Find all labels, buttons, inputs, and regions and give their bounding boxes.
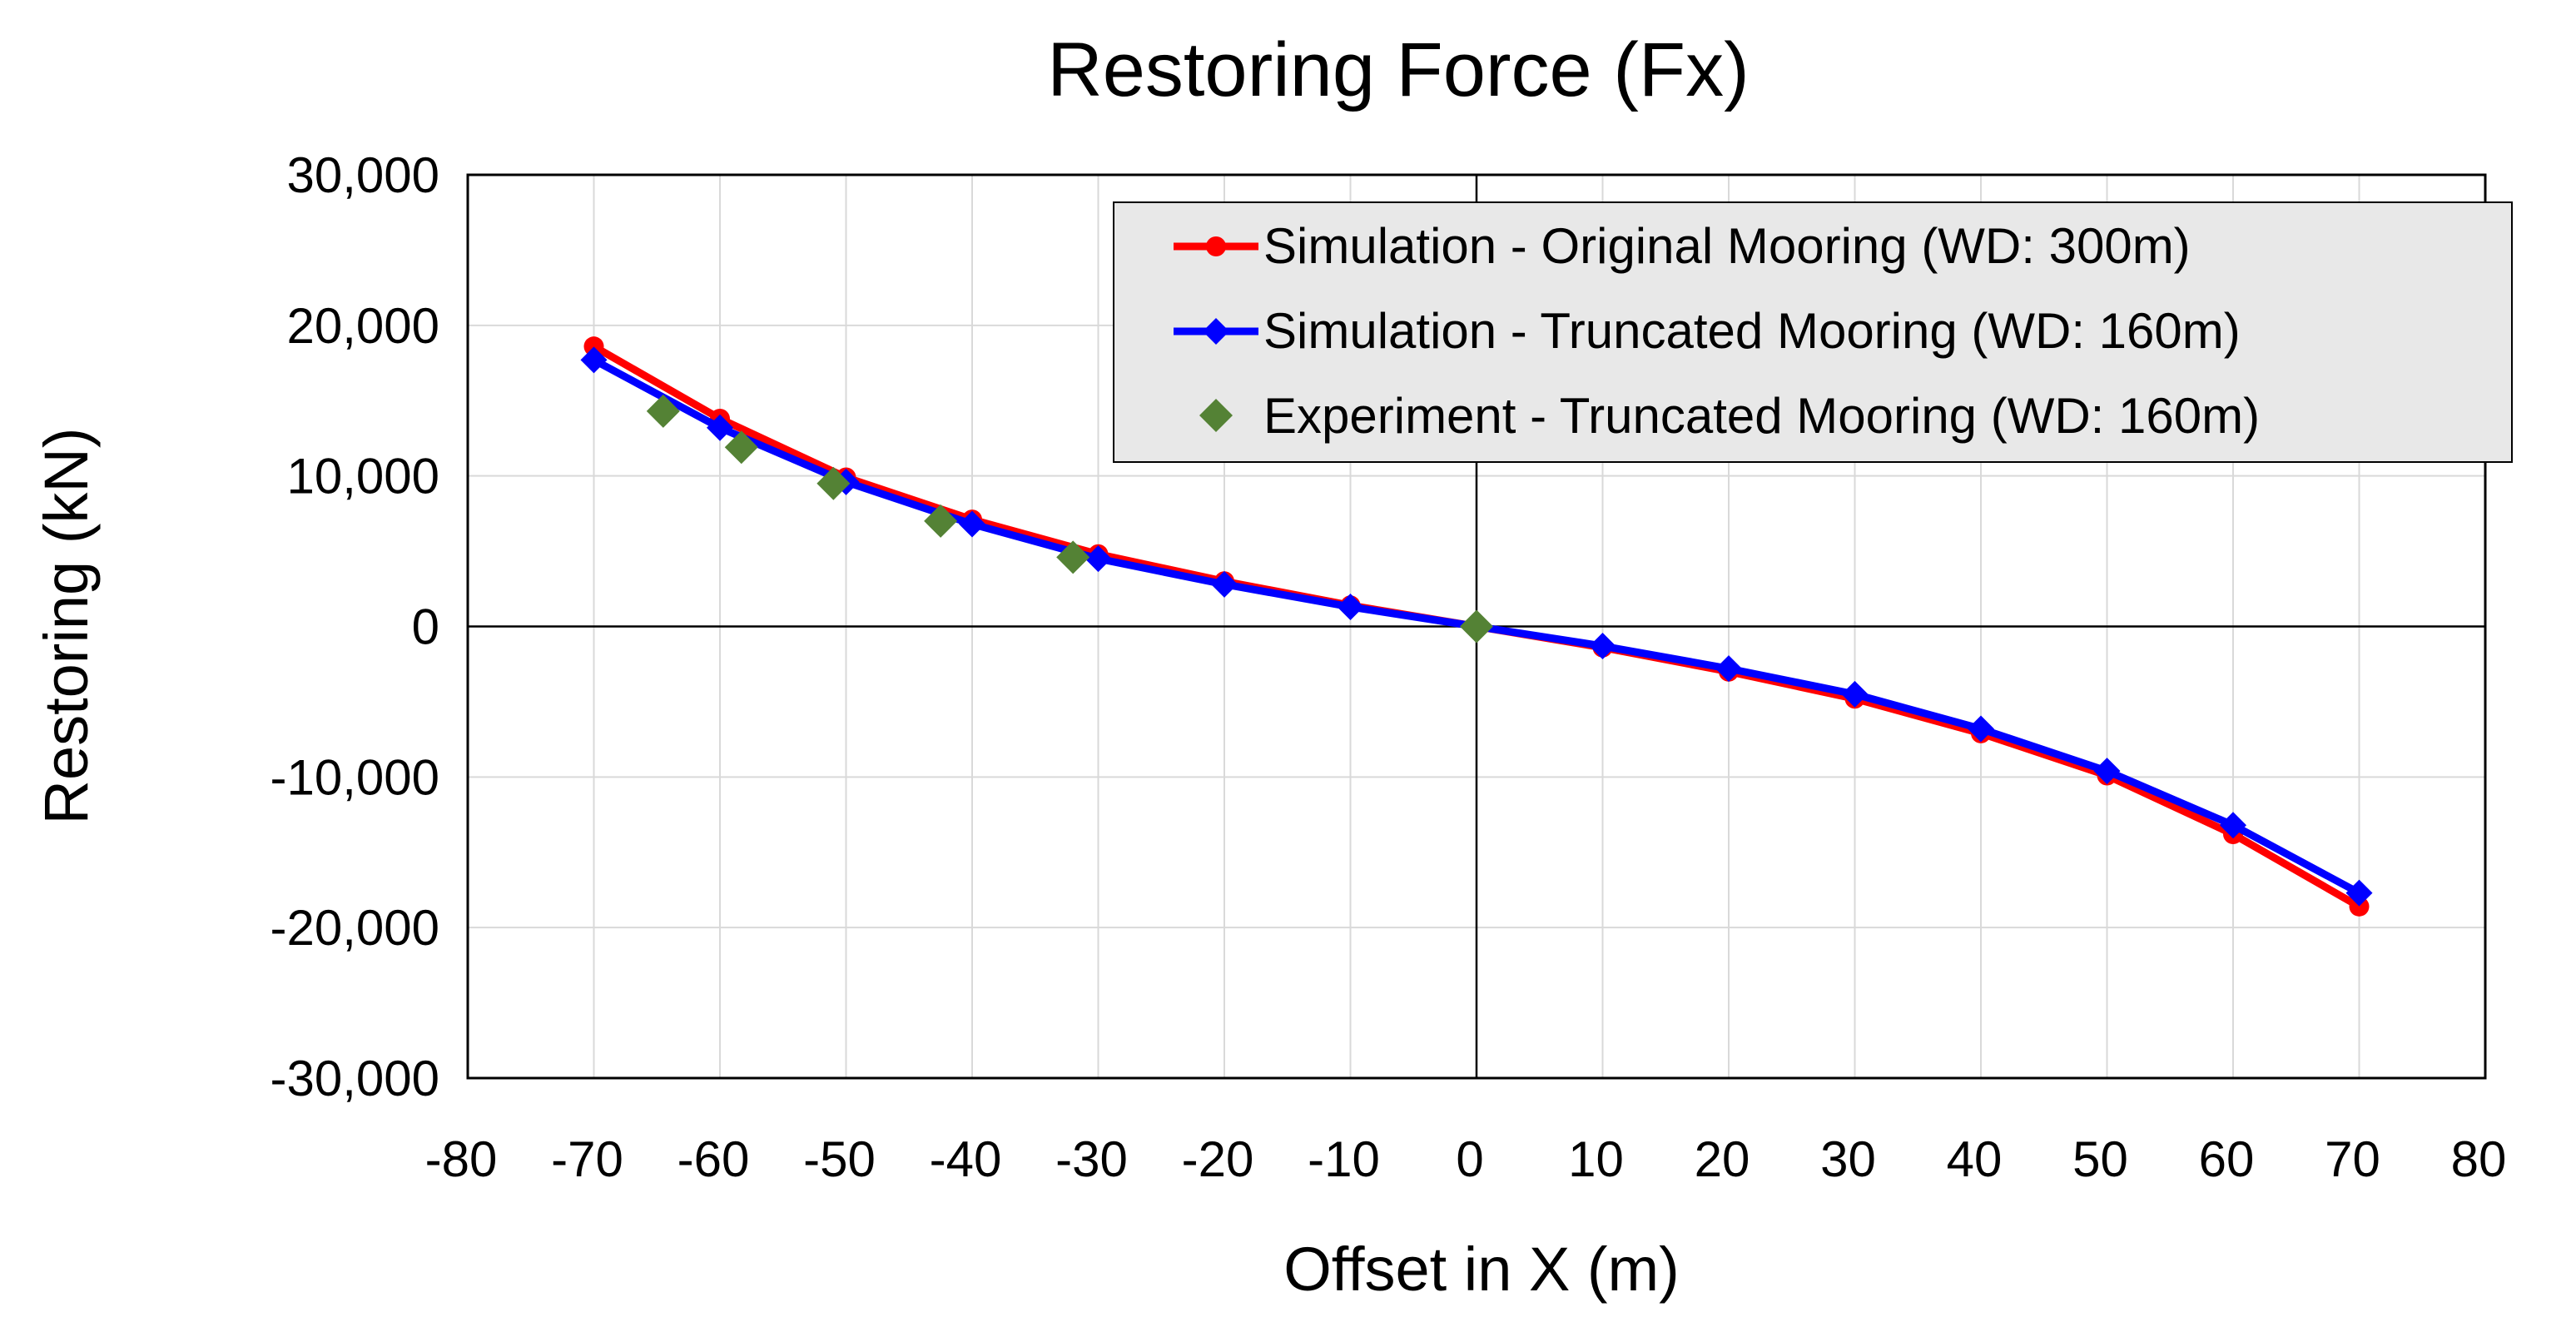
legend-marker-truncated: [1203, 318, 1229, 345]
data-point-truncated: [959, 510, 985, 538]
y-tick-label: 10,000: [286, 449, 439, 504]
x-tick-label: -40: [930, 1131, 1002, 1187]
x-tick-label: -20: [1182, 1131, 1254, 1187]
y-tick-label: 0: [412, 599, 439, 655]
legend-entry-experiment: Experiment - Truncated Mooring (WD: 160m…: [1199, 388, 2260, 444]
y-tick-label: 30,000: [286, 147, 439, 203]
x-tick-label: 80: [2451, 1131, 2507, 1187]
x-tick-label: 50: [2072, 1131, 2128, 1187]
data-point-truncated: [1211, 570, 1238, 598]
y-tick-label: -30,000: [271, 1051, 440, 1106]
x-tick-label: -80: [425, 1131, 498, 1187]
data-point-truncated: [1968, 715, 1994, 743]
legend-box: [1113, 201, 2513, 463]
x-tick-label: -30: [1055, 1131, 1128, 1187]
y-tick-label: -20,000: [271, 900, 440, 956]
data-point-truncated: [2093, 758, 2121, 785]
data-point-truncated: [1589, 633, 1616, 660]
x-tick-label: 20: [1695, 1131, 1750, 1187]
x-tick-label: -60: [678, 1131, 750, 1187]
y-tick-labels: -30,000 -20,000 -10,000 0 10,000 20,000 30,000: [271, 147, 440, 1106]
x-tick-label: -10: [1308, 1131, 1380, 1187]
data-point-truncated: [1715, 655, 1742, 683]
x-tick-label: 10: [1568, 1131, 1624, 1187]
y-tick-label: 20,000: [286, 298, 439, 354]
legend-label-experiment: Experiment - Truncated Mooring (WD: 160m…: [1263, 388, 2260, 444]
data-point-experiment: [1460, 609, 1493, 644]
legend-entry-truncated: Simulation - Truncated Mooring (WD: 160m…: [1174, 303, 2241, 359]
y-tick-label: -10,000: [271, 749, 440, 805]
data-point-original: [2349, 896, 2370, 917]
chart-title: Restoring Force (Fx): [1047, 27, 1750, 112]
data-point-truncated: [1337, 593, 1364, 620]
legend: Simulation - Original Mooring (WD: 300m)…: [1113, 201, 2513, 463]
legend-label-original: Simulation - Original Mooring (WD: 300m): [1263, 218, 2191, 274]
legend-marker-experiment: [1199, 399, 1233, 432]
x-tick-label: 0: [1456, 1131, 1483, 1187]
x-tick-label: 40: [1947, 1131, 2003, 1187]
data-point-truncated: [1085, 545, 1112, 573]
data-point-experiment: [724, 430, 758, 465]
data-point-truncated: [2220, 812, 2246, 839]
x-tick-labels: -80 -70 -60 -50 -40 -30 -20 -10 0 10 20 30 40 50 60 70 8…: [425, 1131, 2507, 1187]
data-point-original: [583, 336, 604, 357]
data-point-experiment: [816, 466, 851, 500]
x-axis-label: Offset in X (m): [1283, 1235, 1680, 1304]
x-tick-label: -70: [551, 1131, 623, 1187]
legend-label-truncated: Simulation - Truncated Mooring (WD: 160m…: [1263, 303, 2241, 359]
legend-marker-original: [1206, 236, 1226, 256]
data-point-experiment: [1056, 540, 1090, 574]
data-point-truncated: [1841, 680, 1869, 708]
x-tick-label: 60: [2199, 1131, 2255, 1187]
x-tick-label: 70: [2325, 1131, 2380, 1187]
data-point-truncated: [707, 414, 733, 441]
legend-entry-original: Simulation - Original Mooring (WD: 300m): [1174, 218, 2191, 274]
series-experiment: [646, 394, 1493, 644]
series-layer: [580, 336, 2373, 917]
data-point-experiment: [924, 504, 958, 538]
data-point-experiment: [646, 394, 680, 428]
data-point-truncated: [580, 346, 608, 374]
x-tick-label: -50: [803, 1131, 876, 1187]
data-point-truncated: [2345, 879, 2373, 907]
y-axis-label: Restoring (kN): [32, 428, 101, 825]
x-tick-label: 30: [1820, 1131, 1876, 1187]
